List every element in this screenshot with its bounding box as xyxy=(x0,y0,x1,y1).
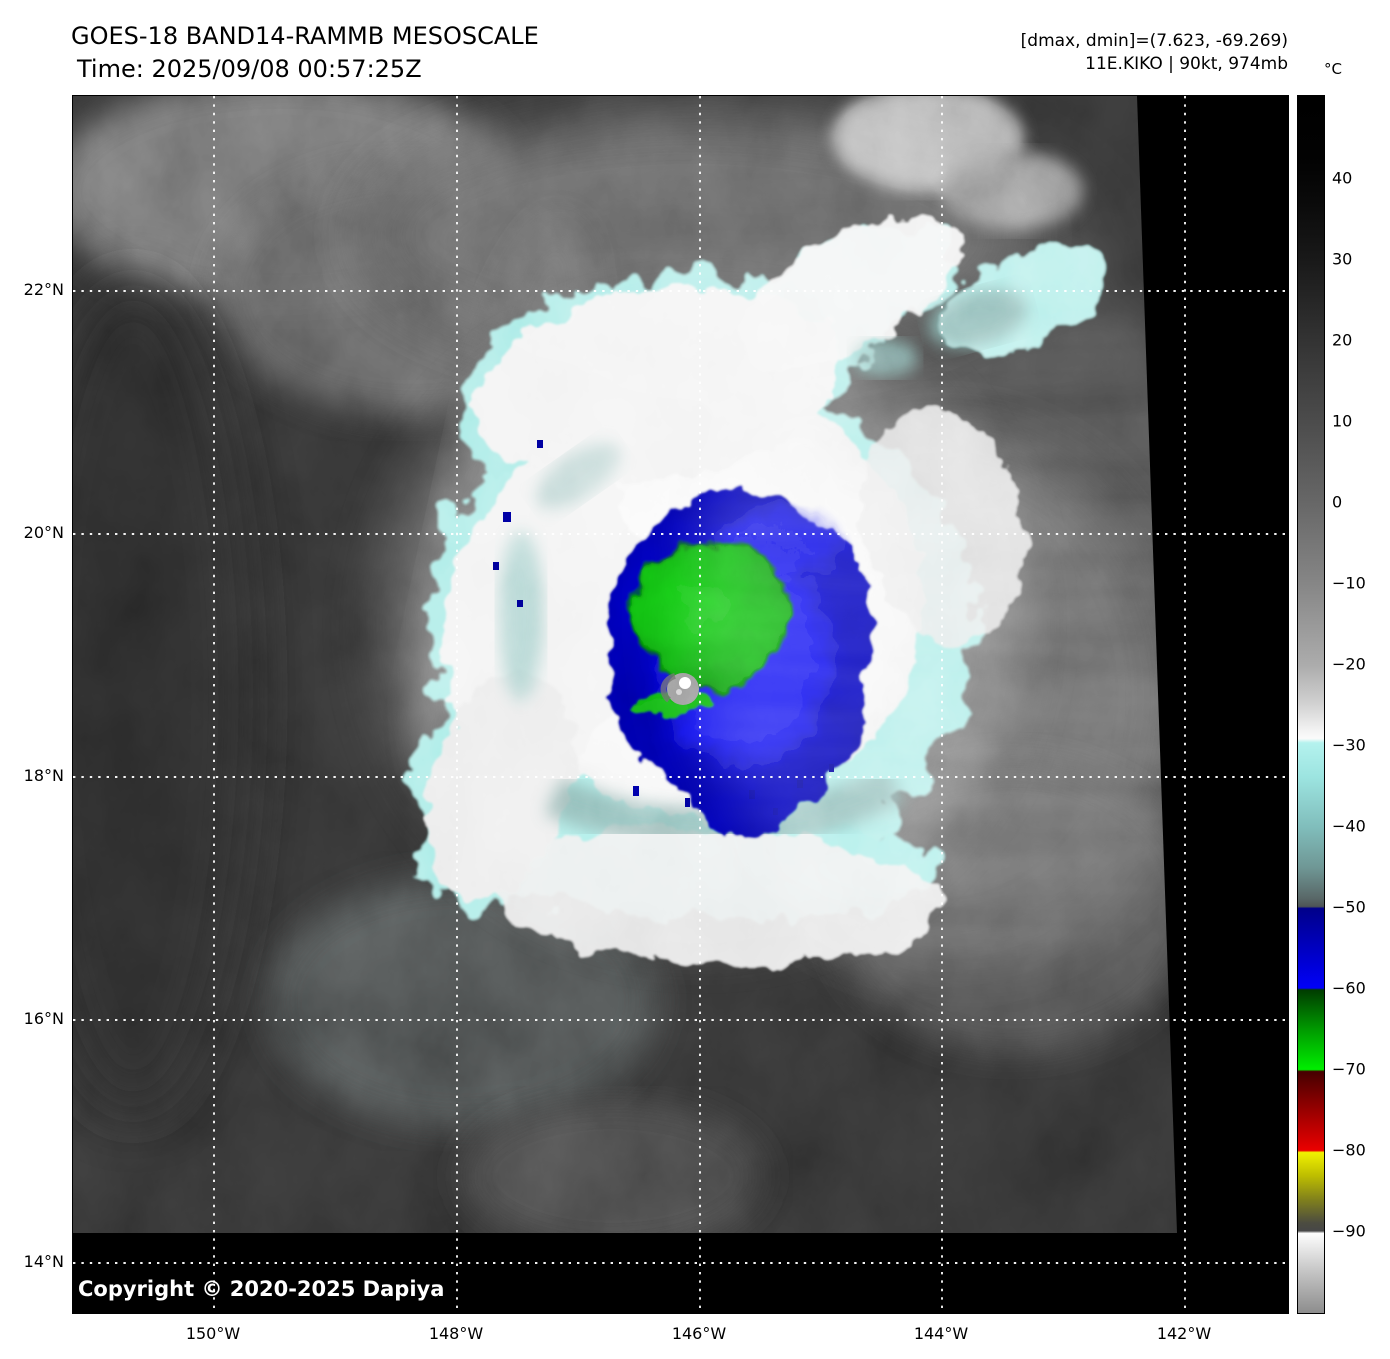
cirrus-streak-texture xyxy=(73,96,1288,1313)
lat-label-14n: 14°N xyxy=(23,1252,64,1271)
lat-label-22n: 22°N xyxy=(23,280,64,299)
lat-label-16n: 16°N xyxy=(23,1009,64,1028)
colorbar-tick: −90 xyxy=(1332,1221,1366,1241)
colorbar-unit-label: °C xyxy=(1324,60,1342,78)
colorbar-tick: −50 xyxy=(1332,897,1366,917)
colorbar-tick: −10 xyxy=(1332,573,1366,593)
colorbar-tick: −80 xyxy=(1332,1140,1366,1160)
satellite-image-panel xyxy=(72,95,1289,1314)
lat-label-20n: 20°N xyxy=(23,523,64,542)
dmax-dmin-readout: [dmax, dmin]=(7.623, -69.269) xyxy=(1020,31,1288,51)
lon-label-150w: 150°W xyxy=(185,1324,241,1343)
colorbar-tick: 20 xyxy=(1332,330,1353,350)
colorbar-tick: −30 xyxy=(1332,735,1366,755)
colorbar-tick: 30 xyxy=(1332,249,1353,269)
satellite-image xyxy=(73,96,1288,1313)
colorbar-tick: −40 xyxy=(1332,816,1366,836)
lat-label-18n: 18°N xyxy=(23,766,64,785)
lon-label-144w: 144°W xyxy=(913,1324,969,1343)
colorbar-tick: 10 xyxy=(1332,411,1353,431)
colorbar-tick: 40 xyxy=(1332,168,1353,188)
lon-label-146w: 146°W xyxy=(671,1324,727,1343)
timestamp: Time: 2025/09/08 00:57:25Z xyxy=(77,55,422,83)
lon-label-148w: 148°W xyxy=(428,1324,484,1343)
lon-label-142w: 142°W xyxy=(1156,1324,1212,1343)
no-data-region xyxy=(73,96,1288,1313)
storm-intensity-readout: 11E.KIKO | 90kt, 974mb xyxy=(1085,54,1288,74)
colorbar-tick: −20 xyxy=(1332,654,1366,674)
colorbar-tick: −70 xyxy=(1332,1059,1366,1079)
copyright-label: Copyright © 2020-2025 Dapiya xyxy=(78,1277,445,1301)
colorbar-tick: −60 xyxy=(1332,978,1366,998)
colorbar-tick: 0 xyxy=(1332,492,1343,512)
page-title: GOES-18 BAND14-RAMMB MESOSCALE xyxy=(71,22,539,50)
temperature-colorbar xyxy=(1297,95,1325,1314)
graticule xyxy=(73,96,1288,1313)
